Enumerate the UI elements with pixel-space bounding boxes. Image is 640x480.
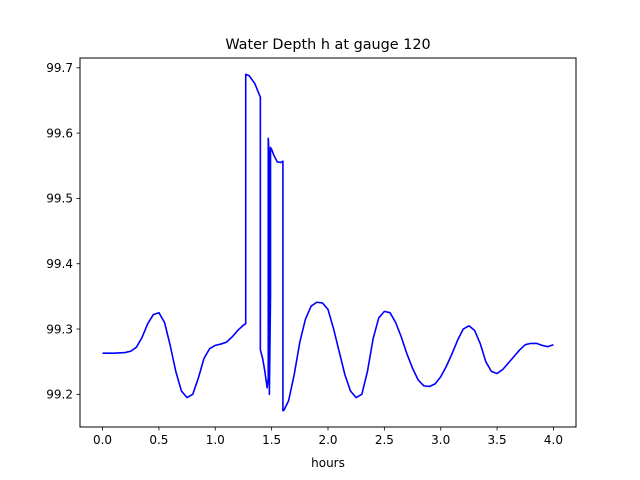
- x-tick-label: 0.5: [149, 433, 168, 447]
- series-layer: [102, 73, 554, 412]
- x-axis: 0.0 0.5 1.0 1.5 2.0 2.5 3.0 3.5 4.0: [93, 427, 563, 447]
- y-tick-label: 99.6: [46, 126, 73, 140]
- x-tick-label: 2.5: [375, 433, 394, 447]
- y-tick-label: 99.2: [46, 388, 73, 402]
- series-line: [102, 73, 554, 412]
- x-tick-label: 2.0: [318, 433, 337, 447]
- chart-title: Water Depth h at gauge 120: [225, 37, 430, 53]
- x-tick-label: 3.5: [488, 433, 507, 447]
- x-tick-label: 4.0: [544, 433, 563, 447]
- x-tick-label: 0.0: [93, 433, 112, 447]
- y-axis: 99.2 99.3 99.4 99.5 99.6 99.7: [46, 61, 80, 402]
- y-tick-label: 99.7: [46, 61, 73, 75]
- x-tick-label: 1.5: [262, 433, 281, 447]
- y-tick-label: 99.4: [46, 257, 73, 271]
- x-tick-label: 1.0: [206, 433, 225, 447]
- y-tick-label: 99.5: [46, 192, 73, 206]
- y-tick-label: 99.3: [46, 322, 73, 336]
- x-axis-label: hours: [311, 456, 345, 470]
- x-tick-label: 3.0: [431, 433, 450, 447]
